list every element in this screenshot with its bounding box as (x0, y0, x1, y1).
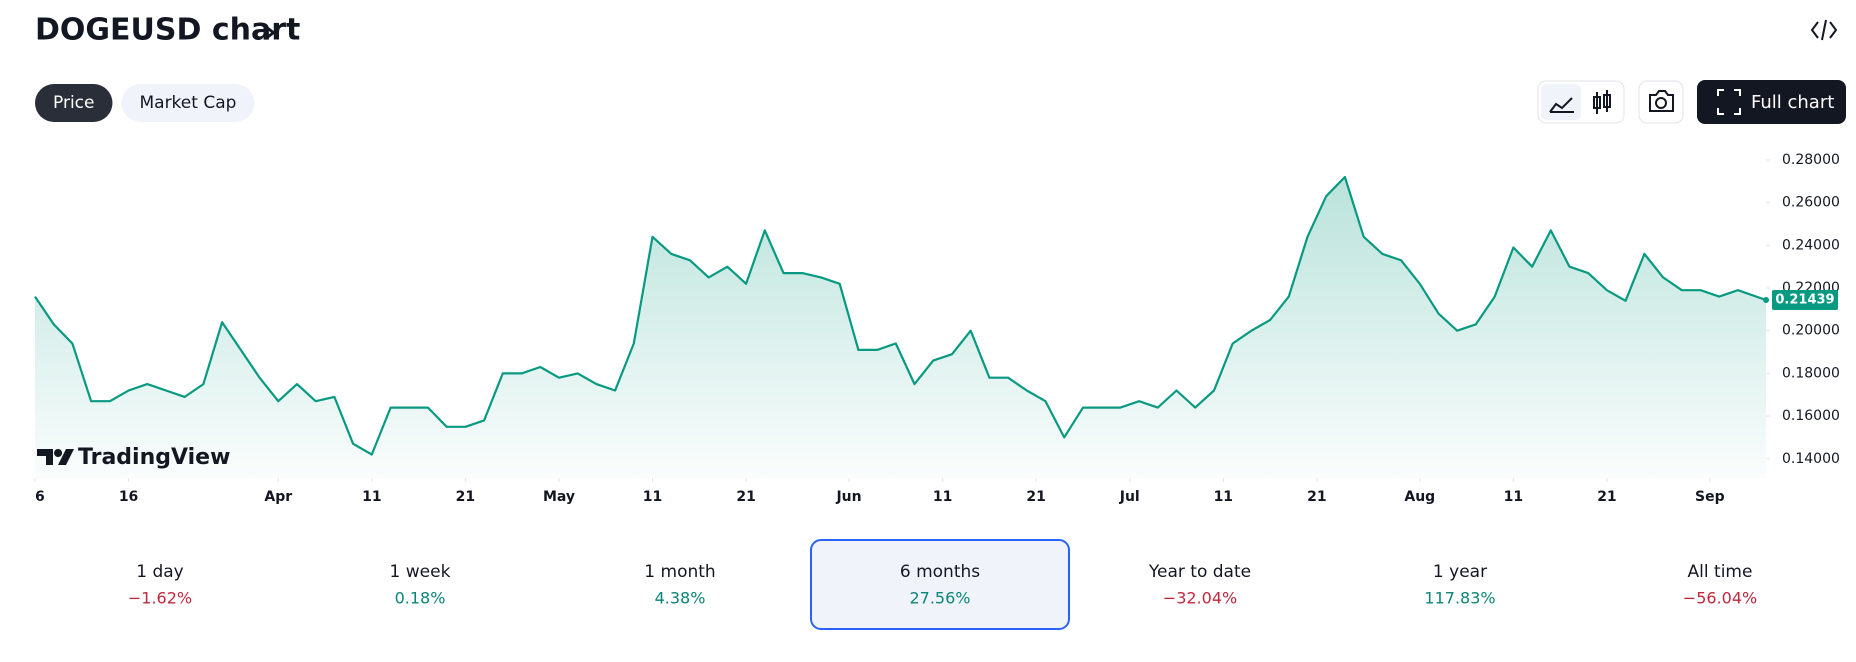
x-tick-label: 21 (1597, 489, 1616, 505)
period-change: −1.62% (128, 589, 192, 608)
y-tick-label: 0.14000 (1782, 451, 1840, 467)
line-icon (1549, 97, 1574, 113)
chart-style-toggle (1537, 80, 1625, 124)
x-tick-label: 6 (35, 489, 45, 505)
period-button[interactable]: 1 month 4.38% (644, 562, 715, 608)
x-tick-label: 11 (1214, 489, 1233, 505)
price-line (34, 175, 1767, 456)
watermark: TradingView (78, 445, 230, 470)
period-button[interactable]: 6 months 27.56% (810, 539, 1070, 630)
y-tick-label: 0.28000 (1782, 152, 1840, 168)
x-tick-label: Sep (1695, 489, 1725, 505)
period-selected (810, 539, 1070, 630)
tab-background (121, 84, 255, 122)
period-button[interactable]: 1 day −1.62% (128, 562, 192, 608)
full-chart-label: Full chart (1751, 92, 1834, 113)
screenshot-button[interactable] (1638, 80, 1684, 124)
period-label: 1 month (644, 562, 715, 582)
x-tick-label: 21 (456, 489, 475, 505)
tab[interactable]: Price (35, 84, 113, 122)
x-tick-label: Jul (1119, 489, 1140, 505)
tab[interactable]: Market Cap (121, 84, 255, 122)
last-price-label: 0.21439 (1775, 293, 1834, 308)
period-button[interactable]: 1 year 117.83% (1424, 562, 1495, 608)
x-tick-label: Apr (264, 489, 292, 505)
period-change: 0.18% (395, 589, 446, 608)
y-tick-label: 0.26000 (1782, 195, 1840, 211)
embed-icon[interactable] (1810, 19, 1838, 41)
x-tick-label: 16 (119, 489, 138, 505)
tab-label: Market Cap (139, 93, 236, 113)
area (35, 177, 1766, 478)
y-tick-label: 0.20000 (1782, 323, 1840, 339)
period-label: All time (1688, 562, 1753, 582)
last-price-badge (1772, 290, 1838, 311)
period-change: 117.83% (1424, 589, 1495, 608)
x-tick-label: Jun (835, 489, 861, 505)
period-change: 27.56% (909, 589, 970, 608)
tradingview-logo: TradingView (37, 445, 230, 470)
x-tick-label: 21 (1307, 489, 1326, 505)
period-label: 1 year (1433, 562, 1487, 582)
period-change: 4.38% (655, 589, 706, 608)
x-tick-label: May (543, 489, 575, 505)
period-change: −32.04% (1163, 589, 1237, 608)
tab-label: Price (53, 93, 94, 113)
full-chart-button[interactable]: Full chart (1697, 80, 1846, 124)
y-tick-label: 0.24000 (1782, 237, 1840, 253)
period-button[interactable]: All time −56.04% (1683, 562, 1757, 608)
period-change: −56.04% (1683, 589, 1757, 608)
period-label: Year to date (1148, 562, 1251, 582)
period-label: 1 week (390, 562, 451, 582)
x-tick-label: Aug (1404, 489, 1435, 505)
x-tick-label: 21 (1026, 489, 1045, 505)
line-style-button[interactable] (1541, 84, 1581, 120)
period-label: 1 day (136, 562, 184, 582)
y-tick-label: 0.16000 (1782, 408, 1840, 424)
title-arrow[interactable]: › (264, 15, 276, 50)
period-button[interactable]: Year to date −32.04% (1148, 562, 1251, 608)
x-tick-label: 11 (1504, 489, 1523, 505)
candle-style-button[interactable] (1593, 90, 1611, 114)
x-tick-label: 11 (643, 489, 662, 505)
y-tick-label: 0.18000 (1782, 365, 1840, 381)
page-title: DOGEUSD chart (35, 13, 300, 48)
x-tick-label: 21 (736, 489, 755, 505)
x-tick-label: 11 (933, 489, 952, 505)
last-point (1763, 297, 1769, 304)
period-label: 6 months (900, 562, 980, 582)
period-button[interactable]: 1 week 0.18% (390, 562, 451, 608)
tab-background (35, 84, 113, 122)
x-tick-label: 11 (362, 489, 381, 505)
